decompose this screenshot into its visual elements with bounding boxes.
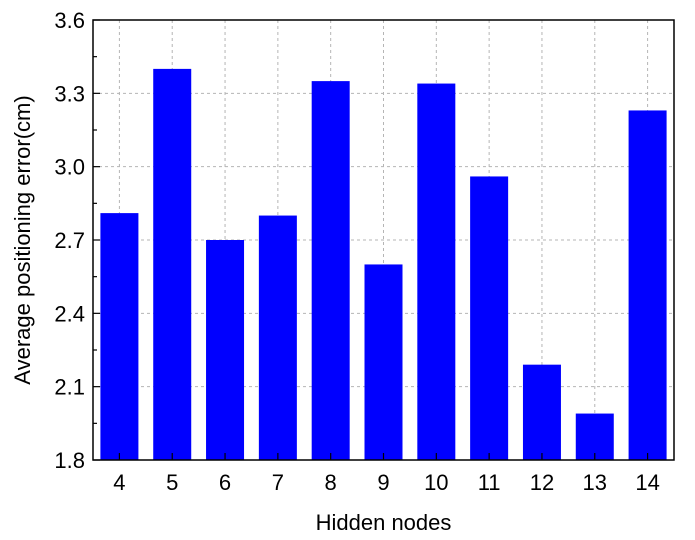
bar-11 <box>470 176 509 460</box>
bar-4 <box>100 213 139 460</box>
bar-10 <box>417 83 456 461</box>
x-tick-label: 13 <box>583 470 607 495</box>
bar-7 <box>258 215 297 460</box>
bar-12 <box>522 364 561 460</box>
bar-8 <box>311 81 350 460</box>
y-tick-label: 1.8 <box>54 448 85 473</box>
bars <box>100 68 667 461</box>
x-tick-label: 12 <box>530 470 554 495</box>
x-tick-label: 9 <box>377 470 389 495</box>
y-tick-label: 2.1 <box>54 375 85 400</box>
x-tick-label: 14 <box>635 470 659 495</box>
x-tick-label: 10 <box>424 470 448 495</box>
y-axis-ticks: 1.8 2.1 2.4 2.7 3.0 3.3 3.6 <box>54 8 100 473</box>
bar-6 <box>206 240 245 460</box>
x-tick-label: 6 <box>219 470 231 495</box>
y-tick-label: 2.7 <box>54 228 85 253</box>
bar-13 <box>575 413 614 460</box>
y-tick-label: 3.6 <box>54 8 85 33</box>
x-tick-label: 4 <box>113 470 125 495</box>
x-axis-ticks: 4 5 6 7 8 9 10 11 12 13 14 <box>113 453 660 495</box>
y-tick-label: 3.3 <box>54 81 85 106</box>
bar-9 <box>364 264 403 460</box>
bar-5 <box>153 68 192 460</box>
y-axis-label: Average positioning error(cm) <box>10 95 35 384</box>
bar-14 <box>628 110 667 460</box>
x-tick-label: 7 <box>272 470 284 495</box>
x-tick-label: 8 <box>325 470 337 495</box>
x-tick-label: 5 <box>166 470 178 495</box>
x-tick-label: 11 <box>478 470 501 495</box>
y-tick-label: 3.0 <box>54 155 85 180</box>
x-axis-label: Hidden nodes <box>316 510 452 535</box>
y-tick-label: 2.4 <box>54 301 85 326</box>
